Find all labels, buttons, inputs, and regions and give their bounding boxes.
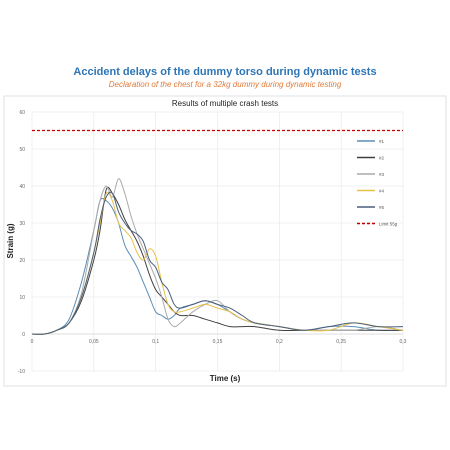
y-tick-label: 30 <box>19 221 25 227</box>
page-subtitle: Declaration of the chest for a 32kg dumm… <box>108 80 342 89</box>
legend-label: #1 <box>379 139 385 144</box>
series-lines <box>31 129 404 335</box>
x-tick-label: 0,05 <box>89 339 99 345</box>
x-axis-label: Time (s) <box>210 374 241 383</box>
series-line-2 <box>31 186 403 335</box>
series-line-5 <box>31 191 404 335</box>
plot-frame <box>3 95 447 387</box>
legend-label: #5 <box>379 205 385 210</box>
y-axis-label: Strain (g) <box>6 223 15 258</box>
legend-label: #4 <box>379 189 385 194</box>
x-tick-label: 0,3 <box>400 339 407 345</box>
grid <box>31 111 404 372</box>
legend-label: #2 <box>379 156 385 161</box>
legend: #1 #2 #3 #4 #5 Limit 55g <box>357 139 398 227</box>
legend-label: Limit 55g <box>379 222 398 227</box>
x-tick-label: 0,1 <box>152 339 159 345</box>
x-tick-label: 0,25 <box>336 339 346 345</box>
y-tick-label: -10 <box>18 369 25 375</box>
y-tick-label: 10 <box>19 295 25 301</box>
legend-label: #3 <box>379 172 385 177</box>
x-tick-label: 0,2 <box>276 339 283 345</box>
y-tick-label: 0 <box>22 332 25 338</box>
page-title: Accident delays of the dummy torso durin… <box>73 66 377 78</box>
y-tick-label: 50 <box>19 147 25 153</box>
x-tick-label: 0,15 <box>213 339 223 345</box>
tick-labels: -10 0 10 20 30 40 50 60 0 0,05 0,1 0,15 0,2 0,25 0,3 <box>18 110 407 375</box>
y-tick-label: 20 <box>19 258 25 264</box>
chart-title: Results of multiple crash tests <box>172 99 278 108</box>
y-tick-label: 60 <box>19 110 25 116</box>
x-tick-label: 0 <box>31 339 34 345</box>
y-tick-label: 40 <box>19 184 25 190</box>
